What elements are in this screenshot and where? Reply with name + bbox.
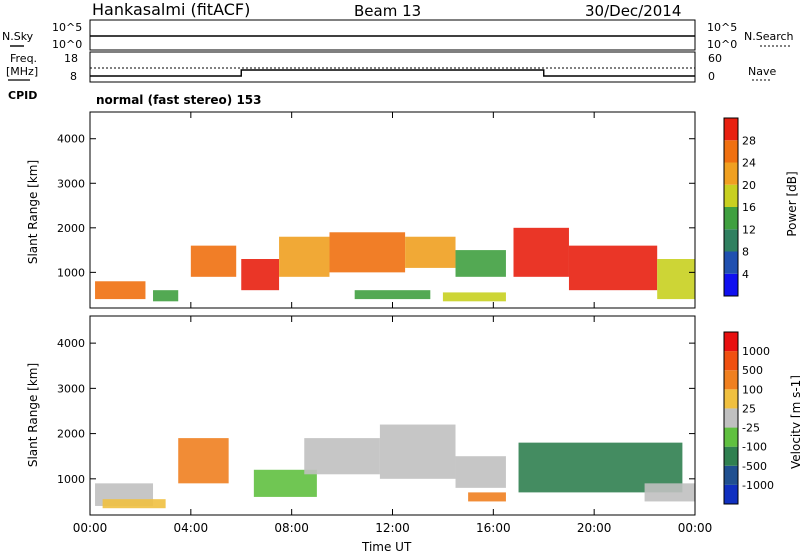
xtick-label-3: 12:00 [375, 521, 410, 535]
velocity-colorbar-segment-5 [724, 389, 738, 409]
velocity-region-1 [178, 438, 229, 484]
power-region-4 [279, 236, 330, 277]
velocity-colorbar-segment-8 [724, 332, 738, 352]
power-colorbar-tick-0: 4 [742, 268, 749, 281]
freq-tick-top: 18 [64, 52, 78, 65]
velocity-colorbar-tick-5: -100 [742, 441, 767, 454]
velocity-colorbar-segment-6 [724, 370, 738, 390]
power-ytick-label-0: 1000 [57, 266, 85, 279]
power-colorbar-segment-1 [724, 251, 738, 274]
station-title: Hankasalmi (fitACF) [92, 0, 251, 19]
power-colorbar-tick-2: 12 [742, 223, 756, 236]
velocity-colorbar-tick-1: 500 [742, 364, 763, 377]
power-region-2 [190, 245, 237, 277]
velocity-colorbar-frame [723, 331, 739, 505]
freq-panel-frame [89, 51, 696, 83]
power-region-8 [513, 227, 569, 277]
xtick-label-4: 16:00 [476, 521, 511, 535]
power-region-10 [657, 259, 695, 300]
freq-label: Freq. [10, 52, 38, 65]
power-region-12 [442, 292, 506, 302]
power-colorbar-segment-6 [724, 140, 738, 163]
power-colorbar-frame [723, 117, 739, 297]
power-colorbar-tick-6: 28 [742, 134, 756, 147]
power-colorbar-tick-1: 8 [742, 246, 749, 259]
freq-tick-bottom: 8 [70, 70, 77, 83]
xtick-label-5: 20:00 [577, 521, 612, 535]
xtick-label-1: 04:00 [174, 521, 209, 535]
velocity-ytick-label-0: 1000 [57, 473, 85, 486]
cpid-text: normal (fast stereo) 153 [96, 93, 262, 107]
power-region-6 [405, 236, 456, 268]
velocity-colorbar-tick-0: 1000 [742, 345, 770, 358]
power-region-3 [241, 259, 280, 291]
velocity-region-8 [468, 492, 506, 502]
nsky-label: N.Sky [2, 30, 34, 43]
power-region-7 [455, 250, 506, 277]
velocity-colorbar-segment-1 [724, 465, 738, 485]
nsky-tick-bottom: 10^0 [52, 38, 83, 51]
velocity-region-3 [304, 438, 380, 475]
power-colorbar-segment-7 [724, 118, 738, 141]
power-colorbar-segment-2 [724, 229, 738, 252]
freq-unit-label: [MHz] [6, 65, 39, 78]
nsearch-tick-top: 10^5 [707, 21, 738, 34]
power-region-11 [354, 290, 431, 300]
beam-title: Beam 13 [354, 2, 422, 20]
velocity-ytick-label-1: 2000 [57, 428, 85, 441]
power-region-1 [153, 290, 179, 302]
power-colorbar-tick-3: 16 [742, 201, 756, 214]
velocity-colorbar-segment-0 [724, 484, 738, 504]
power-ytick-label-3: 4000 [57, 133, 85, 146]
nsearch-label: N.Search [744, 30, 794, 43]
velocity-colorbar-tick-7: -1000 [742, 479, 774, 492]
velocity-region-5 [455, 456, 506, 488]
power-colorbar-segment-4 [724, 184, 738, 207]
nave-tick-top: 60 [708, 52, 722, 65]
velocity-region-9 [644, 483, 695, 502]
xtick-label-6: 00:00 [678, 521, 713, 535]
power-region-5 [329, 232, 406, 273]
power-ytick-label-2: 3000 [57, 177, 85, 190]
velocity-colorbar-segment-3 [724, 427, 738, 447]
velocity-colorbar-segment-4 [724, 408, 738, 428]
velocity-colorbar-segment-7 [724, 351, 738, 371]
velocity-colorbar-segment-2 [724, 446, 738, 466]
date-title: 30/Dec/2014 [585, 2, 682, 20]
nsky-panel-frame [89, 19, 696, 51]
velocity-ytick-label-3: 4000 [57, 337, 85, 350]
power-colorbar-tick-4: 20 [742, 179, 756, 192]
nave-tick-bottom: 0 [708, 70, 715, 83]
cpid-label: CPID [8, 89, 38, 102]
velocity-colorbar-tick-2: 100 [742, 383, 763, 396]
velocity-region-4 [379, 424, 456, 479]
power-colorbar-tick-5: 24 [742, 157, 756, 170]
freq-trace [90, 69, 695, 77]
velocity-ytick-label-2: 3000 [57, 382, 85, 395]
xtick-label-0: 00:00 [73, 521, 108, 535]
power-colorbar-segment-0 [724, 273, 738, 296]
power-region-9 [568, 245, 658, 291]
power-ytick-label-1: 2000 [57, 222, 85, 235]
nave-label: Nave [748, 65, 777, 78]
velocity-colorbar-tick-4: -25 [742, 422, 760, 435]
velocity-colorbar-tick-3: 25 [742, 402, 756, 415]
nsearch-tick-bottom: 10^0 [707, 38, 738, 51]
power-colorbar-segment-3 [724, 207, 738, 230]
velocity-region-7 [102, 499, 166, 509]
power-region-0 [95, 281, 146, 300]
nsky-tick-top: 10^5 [52, 21, 83, 34]
xtick-label-2: 08:00 [274, 521, 309, 535]
velocity-colorbar-tick-6: -500 [742, 460, 767, 473]
x-axis-label: Time UT [362, 540, 412, 554]
power-colorbar-segment-5 [724, 162, 738, 185]
